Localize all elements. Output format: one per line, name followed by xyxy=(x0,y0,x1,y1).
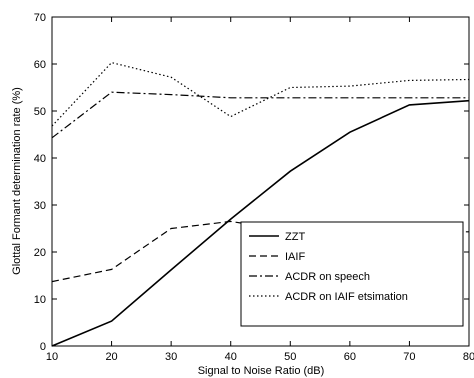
y-tick-label: 60 xyxy=(34,59,46,71)
x-tick-label: 80 xyxy=(463,351,474,363)
series-line-acdr-on-speech xyxy=(51,91,469,139)
y-tick-label: 40 xyxy=(34,153,46,165)
y-axis-title: Glottal Formant determination rate (%) xyxy=(11,87,23,275)
series-line-acdr-on-iaif-etsimation xyxy=(51,61,470,127)
x-tick-label: 60 xyxy=(344,351,356,363)
y-tick-label: 70 xyxy=(34,12,46,24)
legend: ZZT IAIF ACDR on speech ACDR on IAIF etsima… xyxy=(240,221,464,327)
x-tick-label: 50 xyxy=(284,351,296,363)
y-tick-label: 0 xyxy=(40,341,46,353)
legend-label: IAIF xyxy=(285,251,305,263)
x-tick-label: 40 xyxy=(225,351,237,363)
y-tick-label: 10 xyxy=(34,294,46,306)
legend-box xyxy=(240,221,464,327)
legend-label: ACDR on speech xyxy=(285,271,370,283)
y-tick-label: 30 xyxy=(34,200,46,212)
y-tick-label: 50 xyxy=(34,106,46,118)
x-tick-label: 70 xyxy=(403,351,415,363)
legend-label: ACDR on IAIF etsimation xyxy=(285,291,408,303)
x-tick-label: 20 xyxy=(105,351,117,363)
x-axis-title: Signal to Noise Ratio (dB) xyxy=(198,365,325,377)
x-tick-label: 10 xyxy=(46,351,58,363)
y-tick-label: 20 xyxy=(34,247,46,259)
legend-label: ZZT xyxy=(285,231,305,243)
x-tick-label: 30 xyxy=(165,351,177,363)
series-line-zzt xyxy=(51,99,470,347)
